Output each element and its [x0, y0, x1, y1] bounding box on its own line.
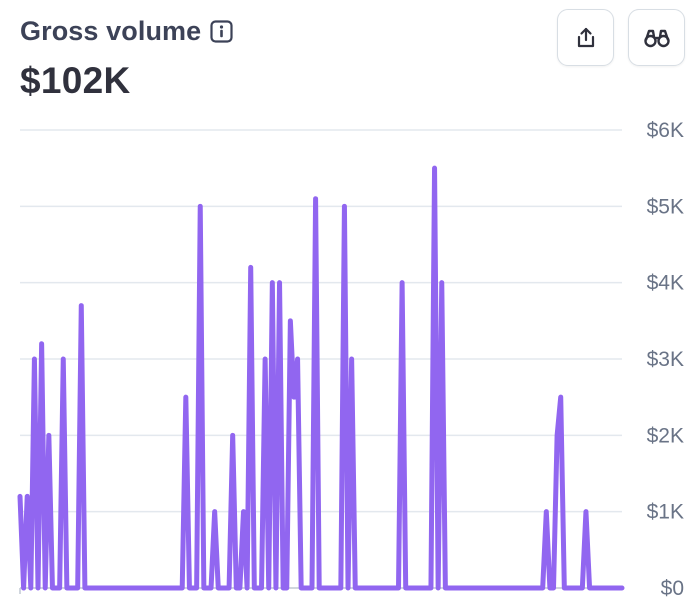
- y-tick-label: $2K: [647, 424, 684, 447]
- chart-title: Gross volume: [20, 15, 202, 46]
- info-icon[interactable]: [209, 19, 233, 43]
- title-row: Gross volume: [20, 14, 233, 48]
- share-button[interactable]: [557, 9, 614, 66]
- y-tick-label: $6K: [647, 119, 684, 142]
- binoculars-icon: [643, 29, 670, 47]
- y-tick-label: $4K: [647, 272, 684, 295]
- gross-volume-value: $102K: [20, 60, 131, 101]
- y-tick-label: $3K: [647, 348, 684, 371]
- y-tick-label: $0: [661, 577, 684, 600]
- chart-header: Gross volume $102K: [20, 14, 233, 102]
- y-tick-label: $5K: [647, 195, 684, 218]
- series-line: [17, 165, 625, 591]
- share-icon: [577, 27, 594, 47]
- y-tick-label: $1K: [647, 501, 684, 524]
- gross-volume-chart: $0 $1K $2K $3K $4K $5K $6K: [17, 119, 684, 600]
- explore-button[interactable]: [628, 9, 685, 66]
